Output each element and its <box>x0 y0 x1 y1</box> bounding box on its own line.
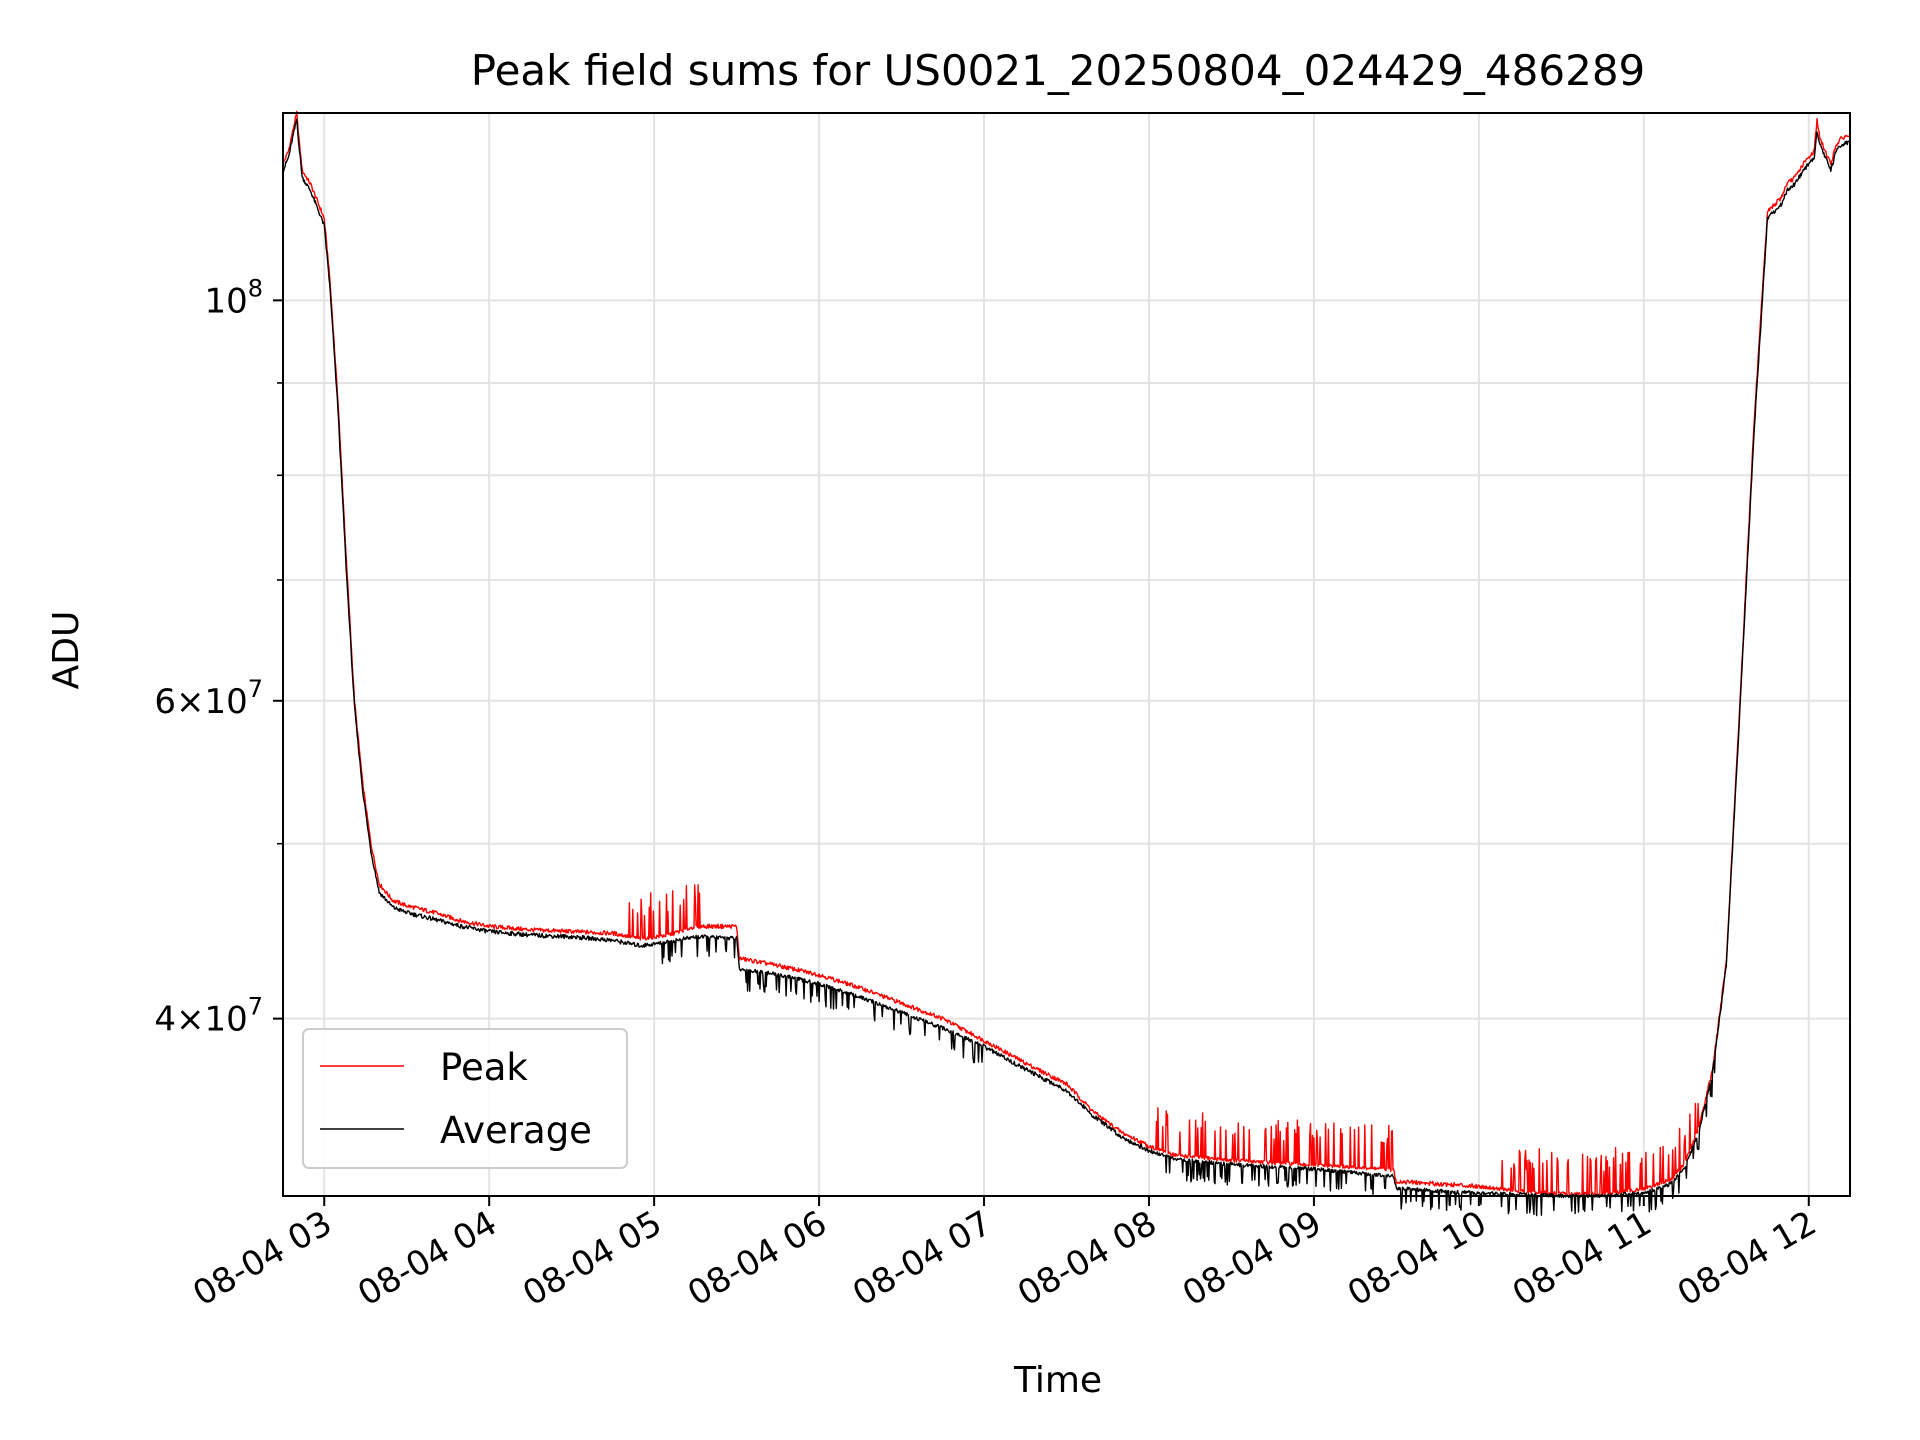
y-tick-times: ×10 <box>176 1000 248 1040</box>
y-tick-label: 6×107 <box>154 675 263 722</box>
y-tick-exponent: 7 <box>248 675 263 703</box>
y-tick-mantissa: 4 <box>154 1000 176 1040</box>
y-tick-exponent: 8 <box>248 274 263 302</box>
y-tick-label: 108 <box>204 274 263 321</box>
y-tick-mantissa: 6 <box>154 682 176 722</box>
y-axis-label: ADU <box>46 611 87 690</box>
x-axis-label: Time <box>1013 1360 1102 1401</box>
y-tick-exponent: 7 <box>248 993 263 1021</box>
y-tick-base: 10 <box>204 281 247 321</box>
plot-frame <box>282 112 1851 1197</box>
legend-label-peak: Peak <box>440 1046 528 1089</box>
legend: Peak Average <box>302 1028 628 1169</box>
grid <box>283 113 1850 1196</box>
y-tick-label: 4×107 <box>154 993 263 1040</box>
y-tick-times: ×10 <box>176 682 248 722</box>
legend-label-average: Average <box>440 1109 592 1152</box>
chart-title: Peak field sums for US0021_20250804_0244… <box>471 46 1646 95</box>
legend-box <box>302 1028 628 1169</box>
